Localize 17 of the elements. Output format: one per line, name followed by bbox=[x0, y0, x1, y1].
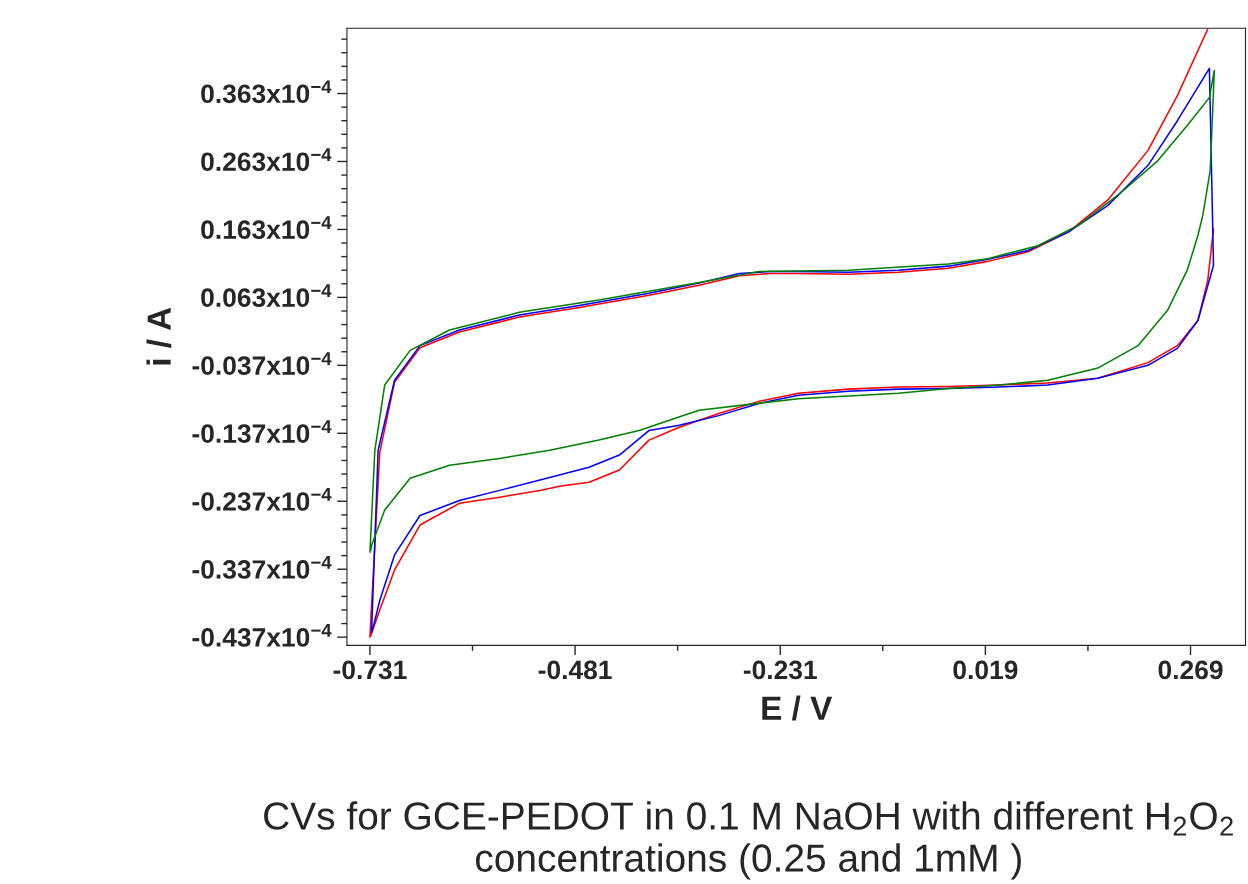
x-tick-label: 0.269 bbox=[1158, 660, 1223, 680]
x-tick-label: 0.019 bbox=[953, 660, 1018, 680]
chart-title: CVs for GCE-PEDOT in 0.1 M NaOH with different H$_{2}$O$_{2}$ concentrations (0.25 and 1mM ) bbox=[264, 801, 1233, 880]
y-tick-label: -0.037x10$^{−4}$ bbox=[192, 352, 332, 375]
y-tick-label: 0.063x10$^{−4}$ bbox=[201, 284, 332, 308]
y-axis-title: i / A bbox=[146, 307, 172, 365]
x-axis-title: E / V bbox=[762, 695, 833, 721]
x-tick-label: -0.731 bbox=[333, 660, 407, 680]
y-tick-label: -0.437x10$^{−4}$ bbox=[192, 624, 332, 647]
y-tick-label: 0.263x10$^{−4}$ bbox=[201, 148, 332, 172]
x-tick-label: -0.231 bbox=[743, 660, 817, 680]
y-tick-label: -0.137x10$^{−4}$ bbox=[192, 420, 332, 443]
x-tick-label: -0.481 bbox=[538, 660, 612, 680]
y-tick-label: -0.237x10$^{−4}$ bbox=[192, 488, 332, 511]
y-tick-label: 0.363x10$^{−4}$ bbox=[201, 80, 332, 104]
y-tick-label: -0.337x10$^{−4}$ bbox=[192, 556, 332, 579]
y-tick-label: 0.163x10$^{−4}$ bbox=[201, 216, 332, 240]
